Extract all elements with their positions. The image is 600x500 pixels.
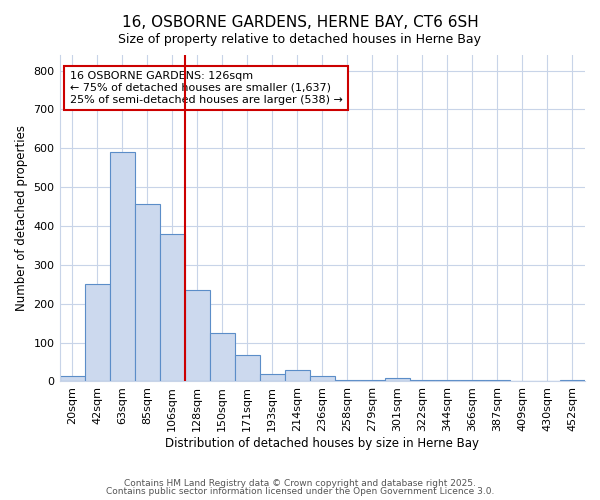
Bar — [510, 380, 535, 382]
Text: 16, OSBORNE GARDENS, HERNE BAY, CT6 6SH: 16, OSBORNE GARDENS, HERNE BAY, CT6 6SH — [122, 15, 478, 30]
Bar — [185, 290, 209, 382]
Text: Contains public sector information licensed under the Open Government Licence 3.: Contains public sector information licen… — [106, 487, 494, 496]
Bar — [310, 376, 335, 382]
X-axis label: Distribution of detached houses by size in Herne Bay: Distribution of detached houses by size … — [165, 437, 479, 450]
Bar — [460, 380, 485, 382]
Bar — [360, 380, 385, 382]
Bar — [85, 284, 110, 382]
Bar — [385, 378, 410, 382]
Bar — [535, 380, 560, 382]
Text: Size of property relative to detached houses in Herne Bay: Size of property relative to detached ho… — [119, 32, 482, 46]
Bar — [335, 380, 360, 382]
Bar — [285, 370, 310, 382]
Bar — [59, 376, 85, 382]
Bar — [410, 380, 435, 382]
Bar — [435, 380, 460, 382]
Bar — [235, 356, 260, 382]
Bar — [134, 204, 160, 382]
Bar — [260, 374, 285, 382]
Text: Contains HM Land Registry data © Crown copyright and database right 2025.: Contains HM Land Registry data © Crown c… — [124, 478, 476, 488]
Text: 16 OSBORNE GARDENS: 126sqm
← 75% of detached houses are smaller (1,637)
25% of s: 16 OSBORNE GARDENS: 126sqm ← 75% of deta… — [70, 72, 343, 104]
Bar — [560, 380, 585, 382]
Y-axis label: Number of detached properties: Number of detached properties — [15, 125, 28, 311]
Bar — [209, 333, 235, 382]
Bar — [110, 152, 134, 382]
Bar — [485, 380, 510, 382]
Bar — [160, 234, 185, 382]
